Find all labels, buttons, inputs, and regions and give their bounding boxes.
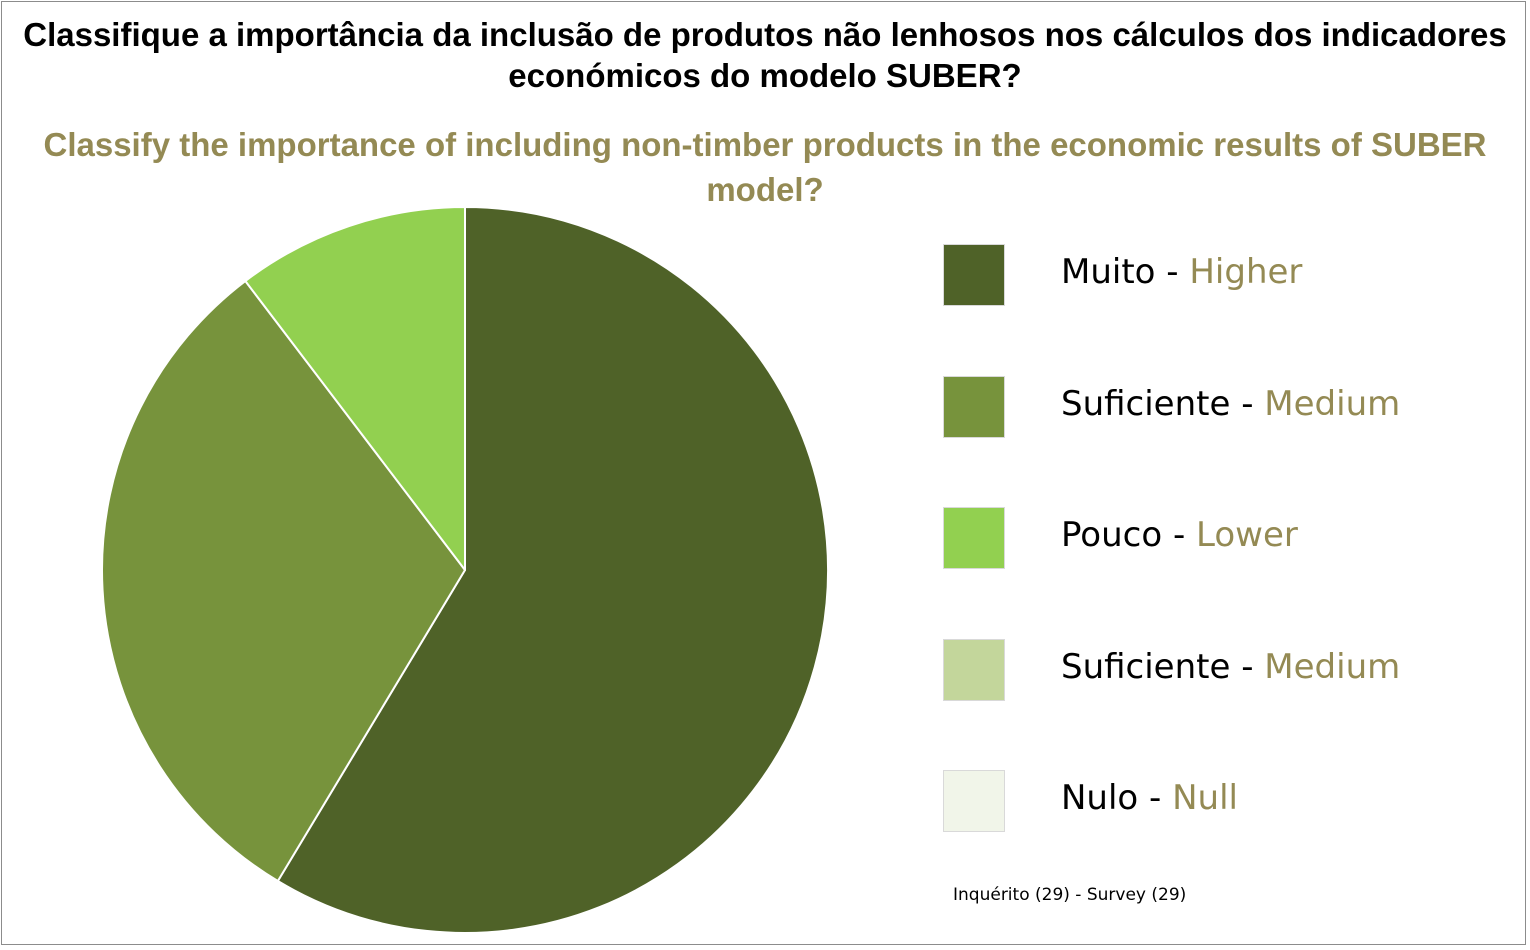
legend-label-2: Pouco - Lower bbox=[1061, 513, 1298, 557]
legend-label-pt: Nulo - bbox=[1061, 778, 1173, 818]
legend-label-en: Medium bbox=[1264, 646, 1401, 687]
legend-label-pt: Pouco - bbox=[1061, 515, 1197, 555]
legend-label-en: Medium bbox=[1264, 383, 1401, 424]
chart-subtitle: Classify the importance of including non… bbox=[43, 126, 1487, 208]
legend-label-4: Nulo - Null bbox=[1061, 776, 1238, 820]
legend-item-2: Pouco - Lower bbox=[943, 507, 1503, 571]
legend-item-4: Nulo - Null bbox=[943, 770, 1503, 834]
survey-footnote: Inquérito (29) - Survey (29) bbox=[953, 885, 1187, 905]
pie-slice-medium-1 bbox=[101, 280, 466, 883]
legend-label-1: Suficiente - Medium bbox=[1061, 382, 1400, 426]
legend-label-pt: Suficiente - bbox=[1061, 646, 1265, 687]
pie-slice-lower-2 bbox=[244, 206, 466, 571]
legend-item-0: Muito - Higher bbox=[943, 244, 1503, 308]
legend-label-0: Muito - Higher bbox=[1061, 250, 1302, 294]
legend-label-en: Lower bbox=[1196, 515, 1298, 555]
legend-label-pt: Muito - bbox=[1061, 252, 1190, 292]
legend-swatch-3 bbox=[943, 638, 1005, 701]
legend-swatch-4 bbox=[943, 770, 1005, 832]
pie-slice-higher-0 bbox=[276, 206, 829, 934]
legend-swatch-0 bbox=[943, 244, 1005, 306]
legend-item-3: Suficiente - Medium bbox=[943, 638, 1503, 703]
legend-label-3: Suficiente - Medium bbox=[1061, 645, 1400, 689]
legend-item-1: Suficiente - Medium bbox=[943, 375, 1503, 440]
legend-swatch-2 bbox=[943, 507, 1005, 569]
legend-label-pt: Suficiente - bbox=[1061, 383, 1265, 424]
chart-title: Classifique a importância da inclusão de… bbox=[23, 16, 1507, 94]
legend-label-en: Null bbox=[1172, 778, 1238, 818]
legend-label-en: Higher bbox=[1189, 252, 1303, 292]
legend-swatch-1 bbox=[943, 375, 1005, 438]
